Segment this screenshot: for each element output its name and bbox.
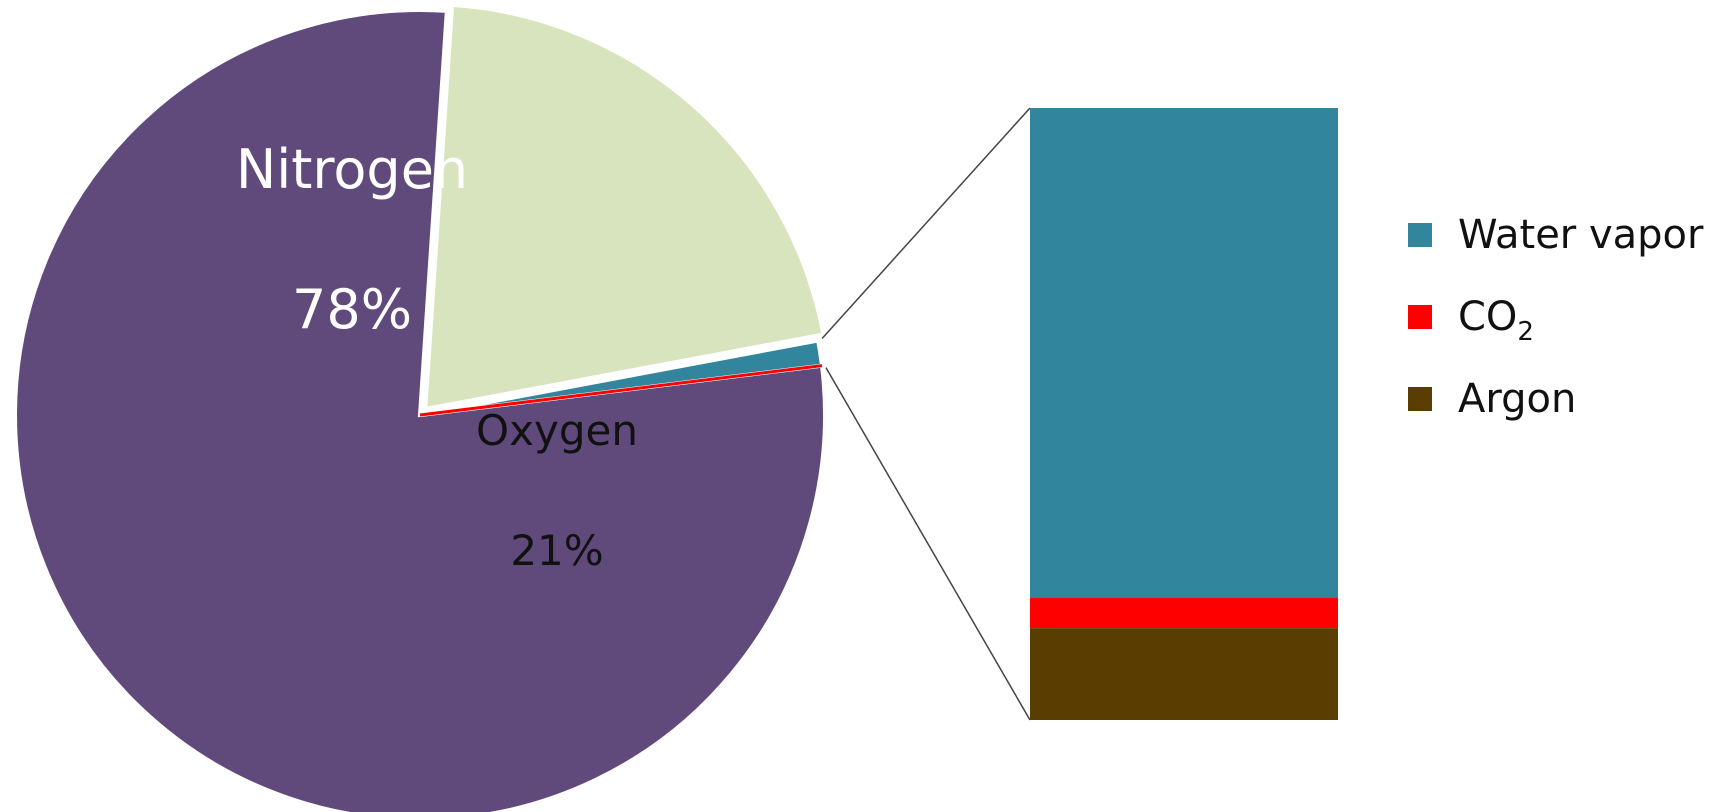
bar-segment-argon: [1030, 628, 1338, 720]
legend-subscript: 2: [1517, 317, 1534, 347]
pie-value-nitrogen: 78%: [292, 278, 412, 341]
pie-co2-sliver: [419, 364, 823, 417]
pie-value-oxygen: 21%: [510, 526, 603, 575]
pie-slice-oxygen: [423, 2, 826, 412]
legend-swatch-water-vapor: [1408, 223, 1432, 247]
legend: Water vapor CO2 Argon: [1408, 212, 1704, 422]
bar-segment-co2: [1030, 597, 1338, 629]
legend-swatch-co2: [1408, 305, 1432, 329]
bar-segment-water-vapor: [1030, 108, 1338, 598]
pie-label-oxygen: Oxygen: [476, 406, 638, 455]
legend-label-co2: CO2: [1458, 294, 1534, 347]
legend-swatch-argon: [1408, 387, 1432, 411]
pie: Nitrogen 78% Oxygen 21%: [13, 2, 827, 812]
breakdown-bar: [1030, 108, 1338, 720]
legend-label-water-vapor: Water vapor: [1458, 212, 1704, 258]
pie-label-nitrogen: Nitrogen: [236, 138, 468, 201]
legend-label-argon: Argon: [1458, 376, 1576, 422]
connector-line-bottom: [825, 367, 1031, 721]
pie-slice-nitrogen: [13, 8, 827, 812]
connector-lines: [821, 107, 1031, 721]
connector-line-top: [821, 107, 1031, 340]
